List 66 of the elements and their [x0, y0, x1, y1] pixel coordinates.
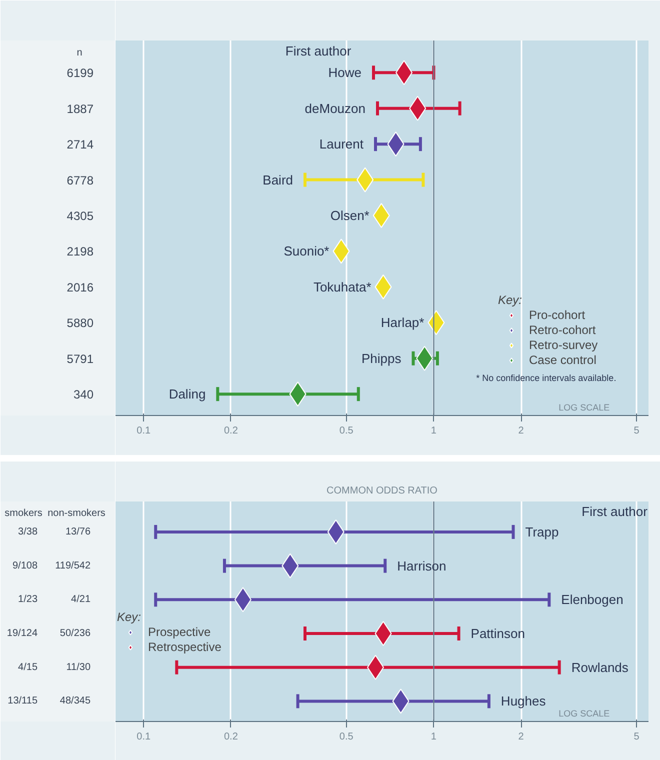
y-tick-label: deMouzon	[304, 100, 366, 116]
text: non-smokers	[48, 508, 106, 519]
y-tick-label: Suonio*	[284, 244, 330, 259]
y-tick-label: Tokuhata*	[313, 279, 372, 294]
text: 4/15	[18, 662, 38, 673]
text: 19/124	[6, 628, 38, 639]
x-tick-label: 5	[634, 732, 640, 742]
y-tick-label: Rowlands	[571, 660, 629, 675]
y-tick-label: Howe	[328, 65, 362, 80]
x-tick-label: 2	[518, 732, 524, 742]
text: 2198	[66, 244, 94, 259]
legend-label: Retro-survey	[529, 338, 598, 352]
y-tick-label: Hughes	[500, 694, 546, 709]
legend-label: Retro-cohort	[529, 323, 596, 337]
x-tick-label: 2	[518, 426, 524, 436]
x-tick-label: 0.2	[224, 426, 238, 436]
text: 4305	[66, 209, 94, 223]
text: 9/108	[12, 560, 38, 572]
annotation: First author	[582, 504, 648, 520]
text: 11/30	[66, 662, 91, 673]
text: 1887	[66, 102, 94, 116]
text: 3/38	[18, 526, 38, 538]
y-tick-label: Baird	[262, 172, 294, 188]
text: 340	[73, 388, 94, 402]
text: 2016	[66, 280, 94, 294]
text: 5791	[66, 352, 94, 366]
legend-label: Pro-cohort	[529, 308, 586, 322]
x-tick-label: 0.2	[224, 732, 238, 742]
text: 2714	[66, 138, 94, 152]
annotation: First author	[285, 44, 352, 59]
text: 6778	[66, 173, 94, 188]
x-tick-label: 0.5	[339, 426, 354, 436]
text: 4/21	[71, 594, 91, 606]
y-tick-label: Phipps	[361, 350, 402, 366]
annotation: * No confidence intervals available.	[476, 373, 616, 383]
y-tick-label: Laurent	[319, 136, 364, 152]
legend-label: Prospective	[148, 625, 211, 639]
legend-label: Case control	[529, 353, 596, 367]
y-tick-label: Daling	[168, 386, 206, 402]
y-tick-label: Olsen*	[330, 208, 370, 223]
y-tick-label: Elenbogen	[561, 592, 624, 608]
x-tick-label: 5	[634, 426, 640, 436]
x-tick-label: 1	[430, 732, 437, 742]
x-tick-label: 0.1	[136, 732, 152, 742]
y-tick-label: Harlap*	[380, 315, 424, 330]
x-tick-label: 0.1	[136, 426, 152, 436]
text: 13/115	[8, 696, 38, 707]
text: 5880	[66, 316, 94, 330]
annotation: LOG SCALE	[558, 708, 610, 718]
x-axis-title: COMMON ODDS RATIO	[326, 486, 438, 496]
text: smokers	[4, 508, 42, 519]
y-tick-label: Pattinson	[470, 626, 525, 641]
annotation: LOG SCALE	[558, 402, 610, 412]
text: 50/236	[60, 628, 91, 639]
legend-title: Key:	[498, 293, 524, 307]
x-tick-label: 0.5	[339, 732, 354, 742]
text: 6199	[66, 66, 94, 80]
text: n	[76, 48, 82, 58]
legend-title: Key:	[117, 610, 142, 624]
text: 1/23	[18, 594, 38, 606]
text: 48/345	[60, 696, 91, 707]
text: 119/542	[55, 560, 91, 572]
x-tick-label: 1	[430, 426, 437, 436]
text: 13/76	[65, 526, 91, 538]
y-tick-label: Trapp	[525, 524, 559, 540]
legend-label: Retrospective	[148, 640, 222, 654]
